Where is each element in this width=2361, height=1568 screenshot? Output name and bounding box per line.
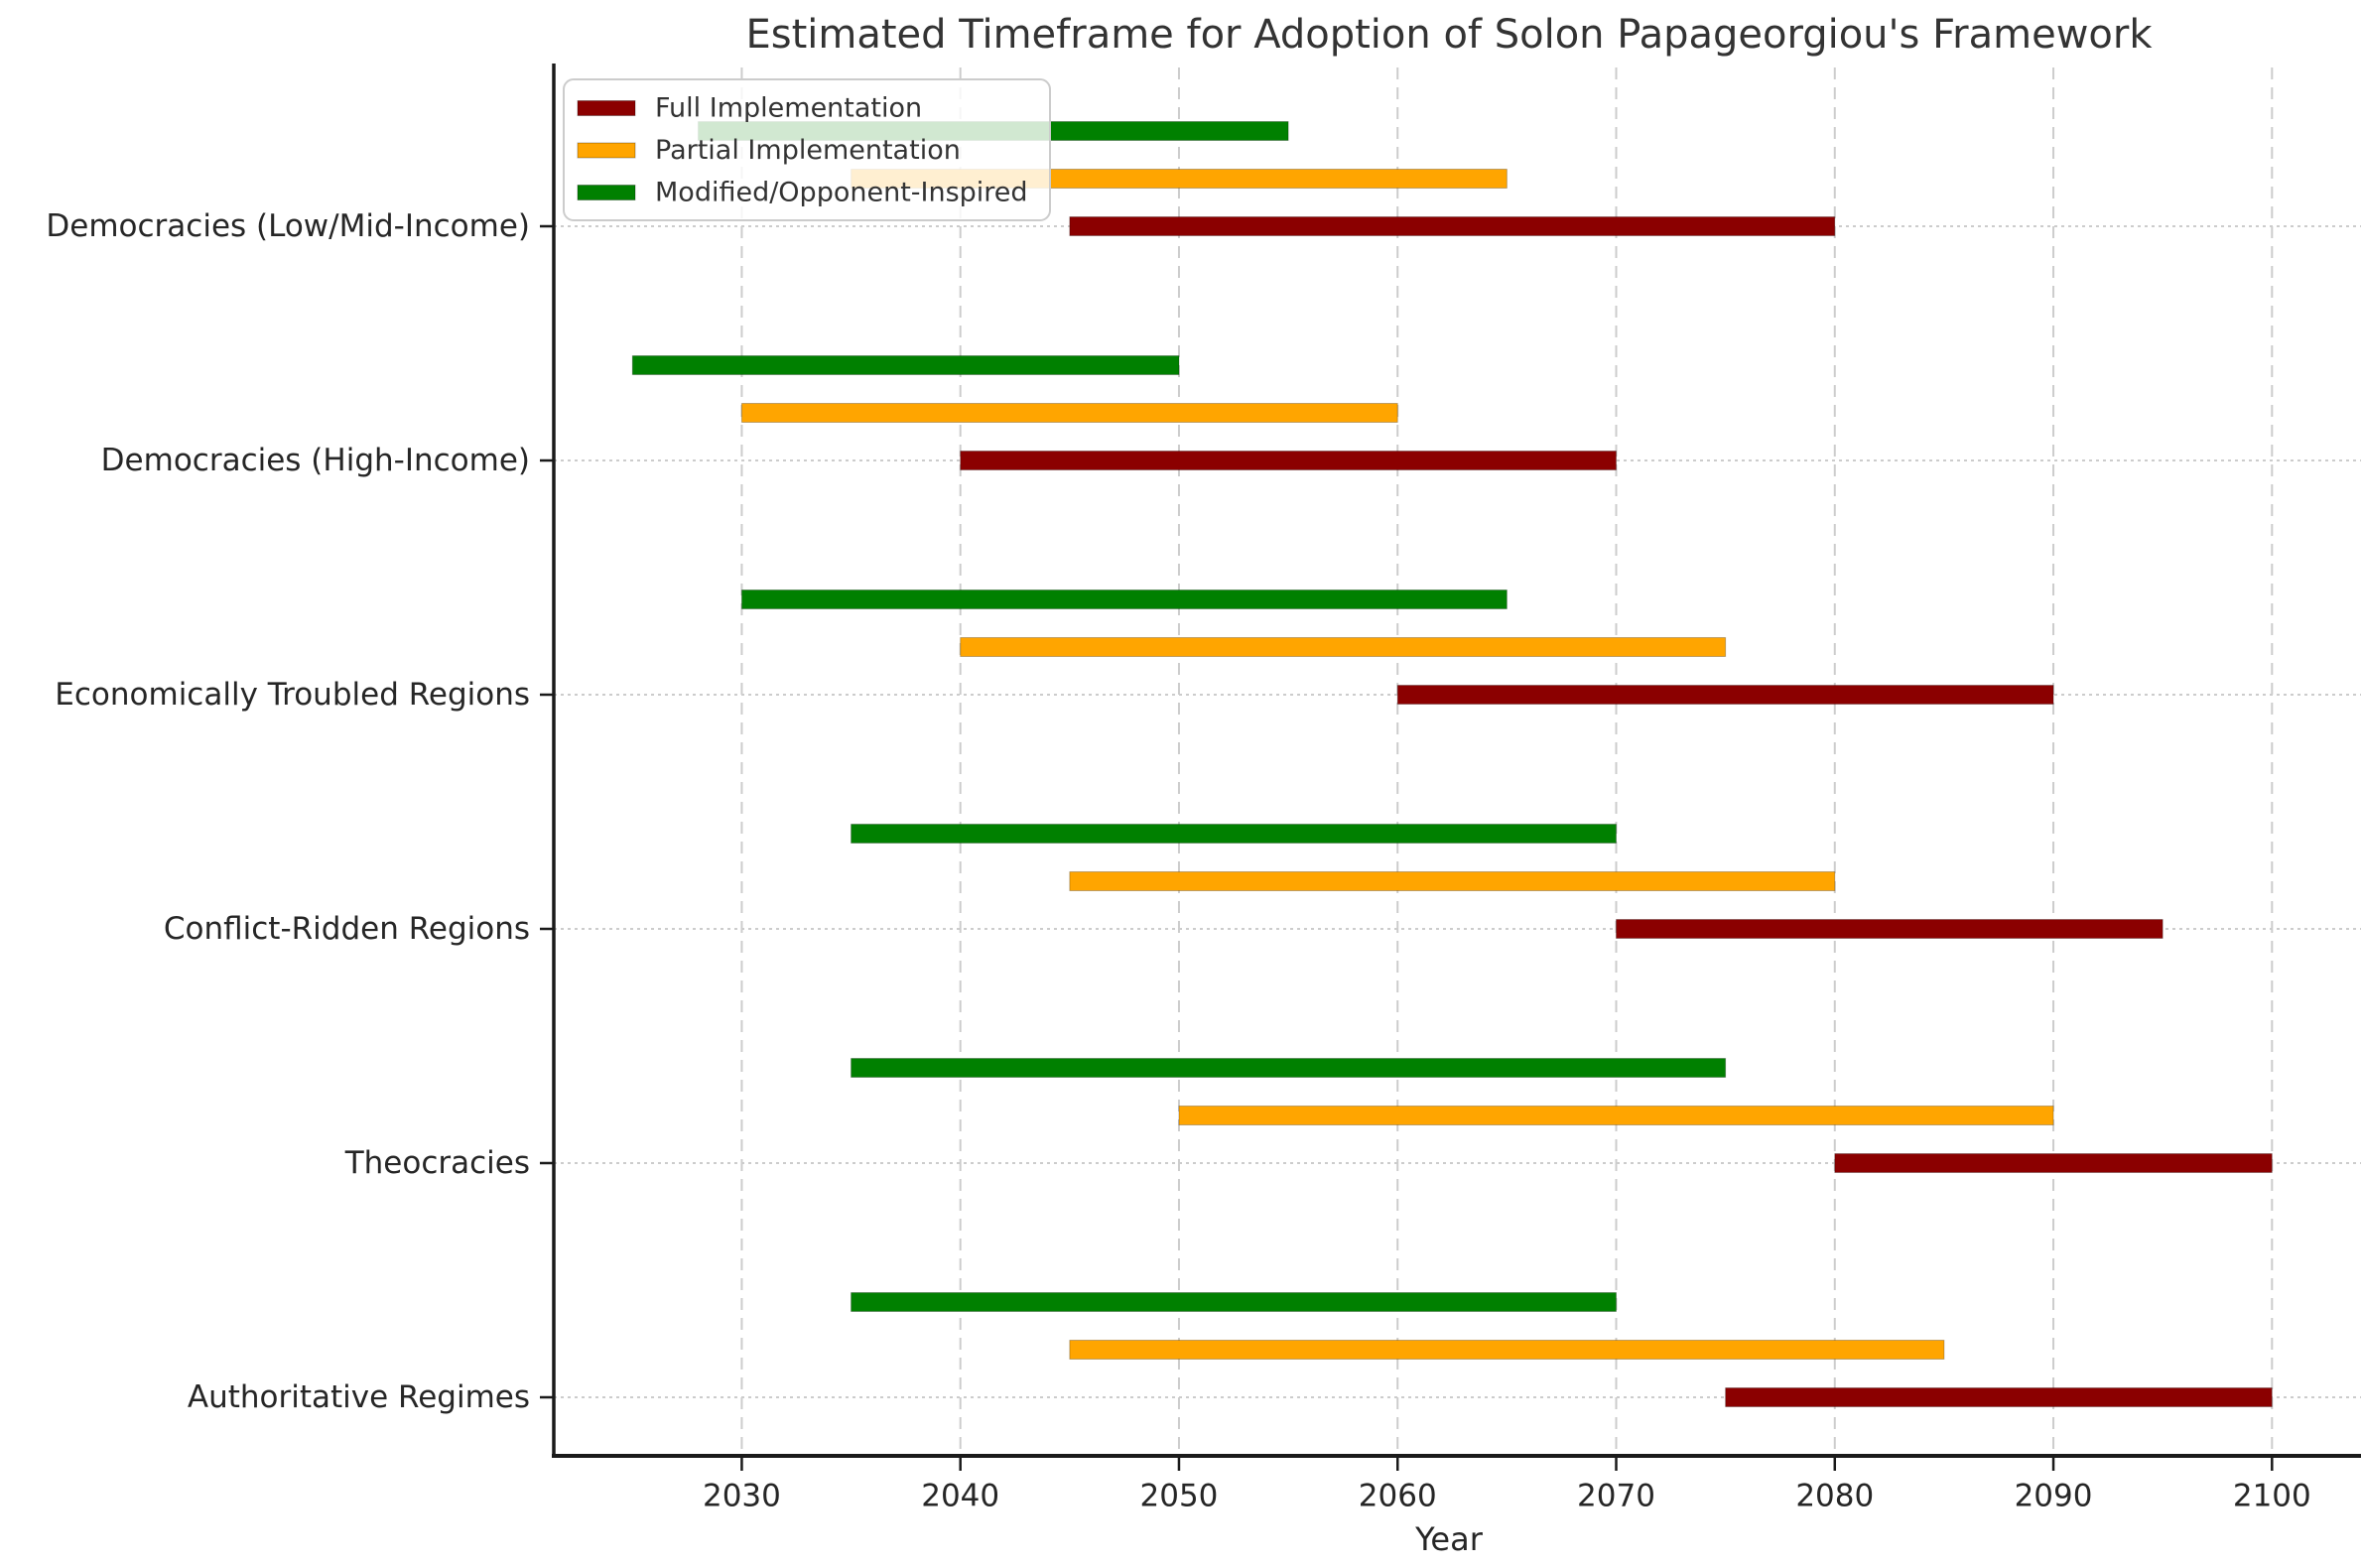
category-label-2: Economically Troubled Regions: [55, 677, 530, 713]
x-tick-label-2090: 2090: [2015, 1478, 2093, 1513]
legend: Full Implementation Partial Implementatio…: [563, 78, 1051, 221]
bar-modified-opponent-inspired-row-4: [851, 1058, 1727, 1078]
bar-full-implementation-row-3: [1616, 919, 2164, 939]
bar-full-implementation-row-0: [1069, 216, 1836, 236]
category-label-0: Democracies (Low/Mid-Income): [46, 208, 530, 244]
bar-modified-opponent-inspired-row-5: [851, 1292, 1618, 1312]
legend-swatch-full-implementation: [577, 100, 636, 116]
bar-full-implementation-row-5: [1725, 1387, 2273, 1407]
legend-box: [563, 78, 1051, 221]
bar-full-implementation-row-4: [1834, 1153, 2273, 1173]
legend-label-partial-implementation: Partial Implementation: [655, 135, 961, 166]
x-tick-label-2030: 2030: [703, 1478, 781, 1513]
x-tick-label-2100: 2100: [2233, 1478, 2311, 1513]
legend-label-full-implementation: Full Implementation: [655, 93, 922, 124]
y-axis: Democracies (Low/Mid-Income) Democracies …: [46, 208, 554, 1415]
grid-vertical: [740, 67, 2274, 1456]
bar-partial-implementation-row-5: [1069, 1340, 1945, 1360]
grid-horizontal: [540, 225, 2361, 1398]
legend-swatch-partial-implementation: [577, 142, 636, 159]
bars: [631, 121, 2273, 1407]
bar-full-implementation-row-1: [960, 451, 1618, 470]
x-tick-label-2080: 2080: [1795, 1478, 1874, 1513]
category-label-1: Democracies (High-Income): [101, 443, 530, 478]
legend-label-modified-opponent-inspired: Modified/Opponent-Inspired: [655, 178, 1028, 208]
category-label-3: Conflict-Ridden Regions: [164, 911, 530, 947]
bar-partial-implementation-row-2: [960, 637, 1727, 657]
bar-modified-opponent-inspired-row-2: [740, 589, 1508, 609]
x-axis-label: Year: [1414, 1520, 1484, 1558]
x-tick-label-2040: 2040: [921, 1478, 999, 1513]
legend-swatch-modified-opponent-inspired: [577, 185, 636, 200]
bar-partial-implementation-row-3: [1069, 871, 1836, 891]
bar-full-implementation-row-2: [1396, 685, 2054, 705]
x-tick-label-2060: 2060: [1359, 1478, 1437, 1513]
bar-modified-opponent-inspired-row-1: [631, 355, 1180, 375]
bar-partial-implementation-row-4: [1178, 1106, 2054, 1125]
bar-partial-implementation-row-1: [740, 403, 1398, 423]
x-tick-label-2050: 2050: [1140, 1478, 1219, 1513]
bar-modified-opponent-inspired-row-3: [851, 824, 1618, 844]
axes-spines: [552, 64, 2361, 1458]
category-label-4: Theocracies: [344, 1145, 530, 1181]
x-tick-label-2070: 2070: [1577, 1478, 1655, 1513]
x-axis: 2030 2040 2050 2060 2070 2080 2090 2100: [703, 1456, 2311, 1513]
category-label-5: Authoritative Regimes: [188, 1379, 530, 1415]
chart-title: Estimated Timeframe for Adoption of Solo…: [745, 12, 2153, 58]
